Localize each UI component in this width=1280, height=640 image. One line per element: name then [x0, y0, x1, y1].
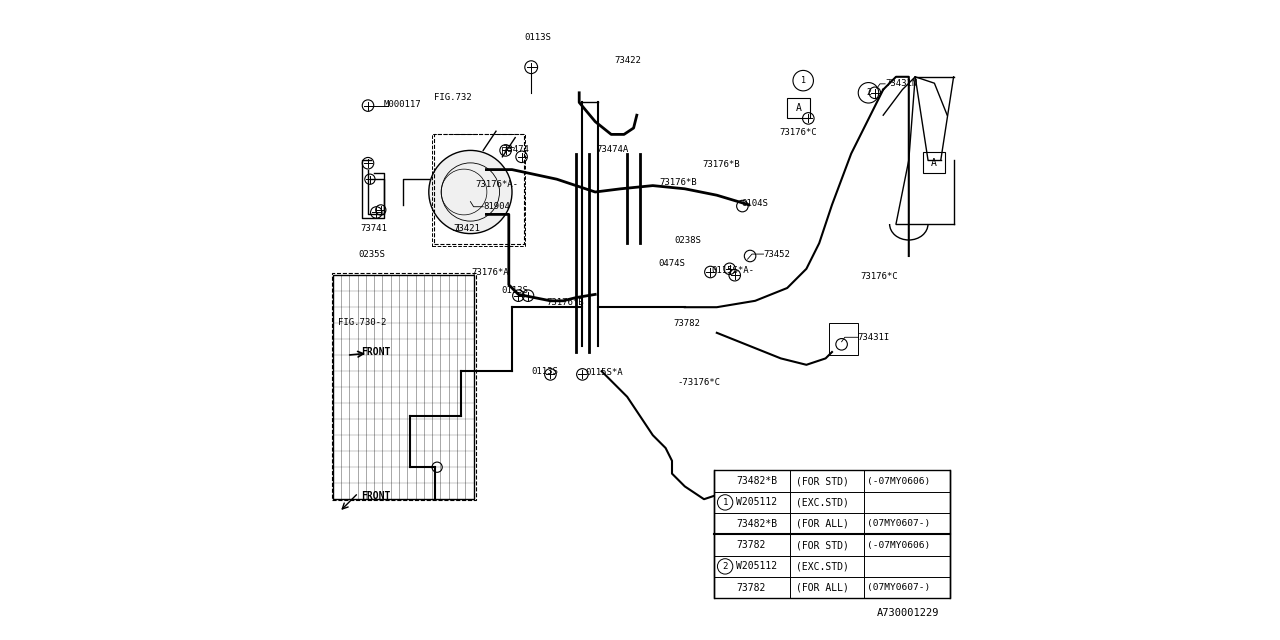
- Text: 1: 1: [722, 498, 728, 507]
- Text: 73482*B: 73482*B: [736, 519, 777, 529]
- Text: A730001229: A730001229: [877, 608, 940, 618]
- Text: 73782: 73782: [673, 319, 700, 328]
- Text: 81904: 81904: [484, 202, 509, 211]
- Text: (FOR STD): (FOR STD): [796, 540, 849, 550]
- Text: 73176*B: 73176*B: [659, 178, 696, 187]
- Circle shape: [433, 462, 443, 472]
- Circle shape: [737, 200, 749, 212]
- Text: 73431N: 73431N: [886, 79, 918, 88]
- Bar: [714, 470, 951, 598]
- Text: 73741: 73741: [361, 224, 387, 233]
- Text: 0113S: 0113S: [531, 367, 558, 376]
- Text: 73452: 73452: [763, 250, 790, 259]
- Text: A: A: [795, 103, 801, 113]
- Text: 0115S*A-: 0115S*A-: [712, 266, 755, 275]
- Text: FIG.732: FIG.732: [434, 93, 471, 102]
- Text: 73176*A: 73176*A: [471, 268, 508, 276]
- Text: 0115S*A: 0115S*A: [585, 368, 623, 377]
- Text: (FOR ALL): (FOR ALL): [796, 519, 849, 529]
- Text: 0238S: 0238S: [675, 236, 700, 245]
- Text: FIG.730-2: FIG.730-2: [338, 318, 387, 327]
- Text: 73421: 73421: [453, 224, 480, 233]
- Text: 0235S: 0235S: [358, 250, 385, 259]
- Text: 73176*C: 73176*C: [780, 128, 817, 137]
- Text: 73176*A-: 73176*A-: [476, 180, 518, 189]
- Text: 73176*C: 73176*C: [860, 272, 899, 281]
- Text: FRONT: FRONT: [362, 491, 390, 501]
- Bar: [332, 273, 476, 500]
- Text: 73482*B: 73482*B: [736, 476, 777, 486]
- Text: 73474: 73474: [502, 145, 529, 154]
- Bar: [829, 323, 858, 355]
- Text: (EXC.STD): (EXC.STD): [796, 497, 849, 508]
- Text: (FOR ALL): (FOR ALL): [796, 583, 849, 593]
- Text: 73176*B: 73176*B: [703, 160, 740, 169]
- Text: (FOR STD): (FOR STD): [796, 476, 849, 486]
- Text: 73422: 73422: [614, 56, 641, 65]
- Text: 73782: 73782: [736, 540, 765, 550]
- Bar: [333, 275, 474, 499]
- Text: W205112: W205112: [736, 561, 777, 572]
- Text: W205112: W205112: [736, 497, 777, 508]
- Text: (07MY0607-): (07MY0607-): [868, 519, 931, 528]
- Text: (07MY0607-): (07MY0607-): [868, 583, 931, 592]
- Text: 73782: 73782: [736, 583, 765, 593]
- Text: FRONT: FRONT: [362, 347, 390, 357]
- Text: 0113S: 0113S: [502, 286, 527, 295]
- Text: 0104S: 0104S: [741, 199, 768, 208]
- Text: (-07MY0606): (-07MY0606): [868, 541, 931, 550]
- Circle shape: [836, 339, 847, 350]
- Text: 0474S: 0474S: [658, 259, 685, 268]
- Text: A: A: [931, 157, 937, 168]
- Text: 1: 1: [801, 76, 805, 85]
- Circle shape: [429, 150, 512, 234]
- Bar: [433, 134, 525, 246]
- Text: 73474A: 73474A: [596, 145, 628, 154]
- Bar: [434, 134, 524, 244]
- Text: 0113S: 0113S: [525, 33, 552, 42]
- Circle shape: [745, 250, 756, 262]
- Text: 73176*B: 73176*B: [545, 298, 584, 307]
- Bar: [434, 136, 466, 245]
- Text: 2: 2: [867, 88, 870, 97]
- Text: 2: 2: [722, 562, 728, 571]
- Text: 73431I: 73431I: [858, 333, 890, 342]
- Text: -73176*C: -73176*C: [677, 378, 721, 387]
- Text: M000117: M000117: [384, 100, 421, 109]
- Text: (EXC.STD): (EXC.STD): [796, 561, 849, 572]
- Text: (-07MY0606): (-07MY0606): [868, 477, 931, 486]
